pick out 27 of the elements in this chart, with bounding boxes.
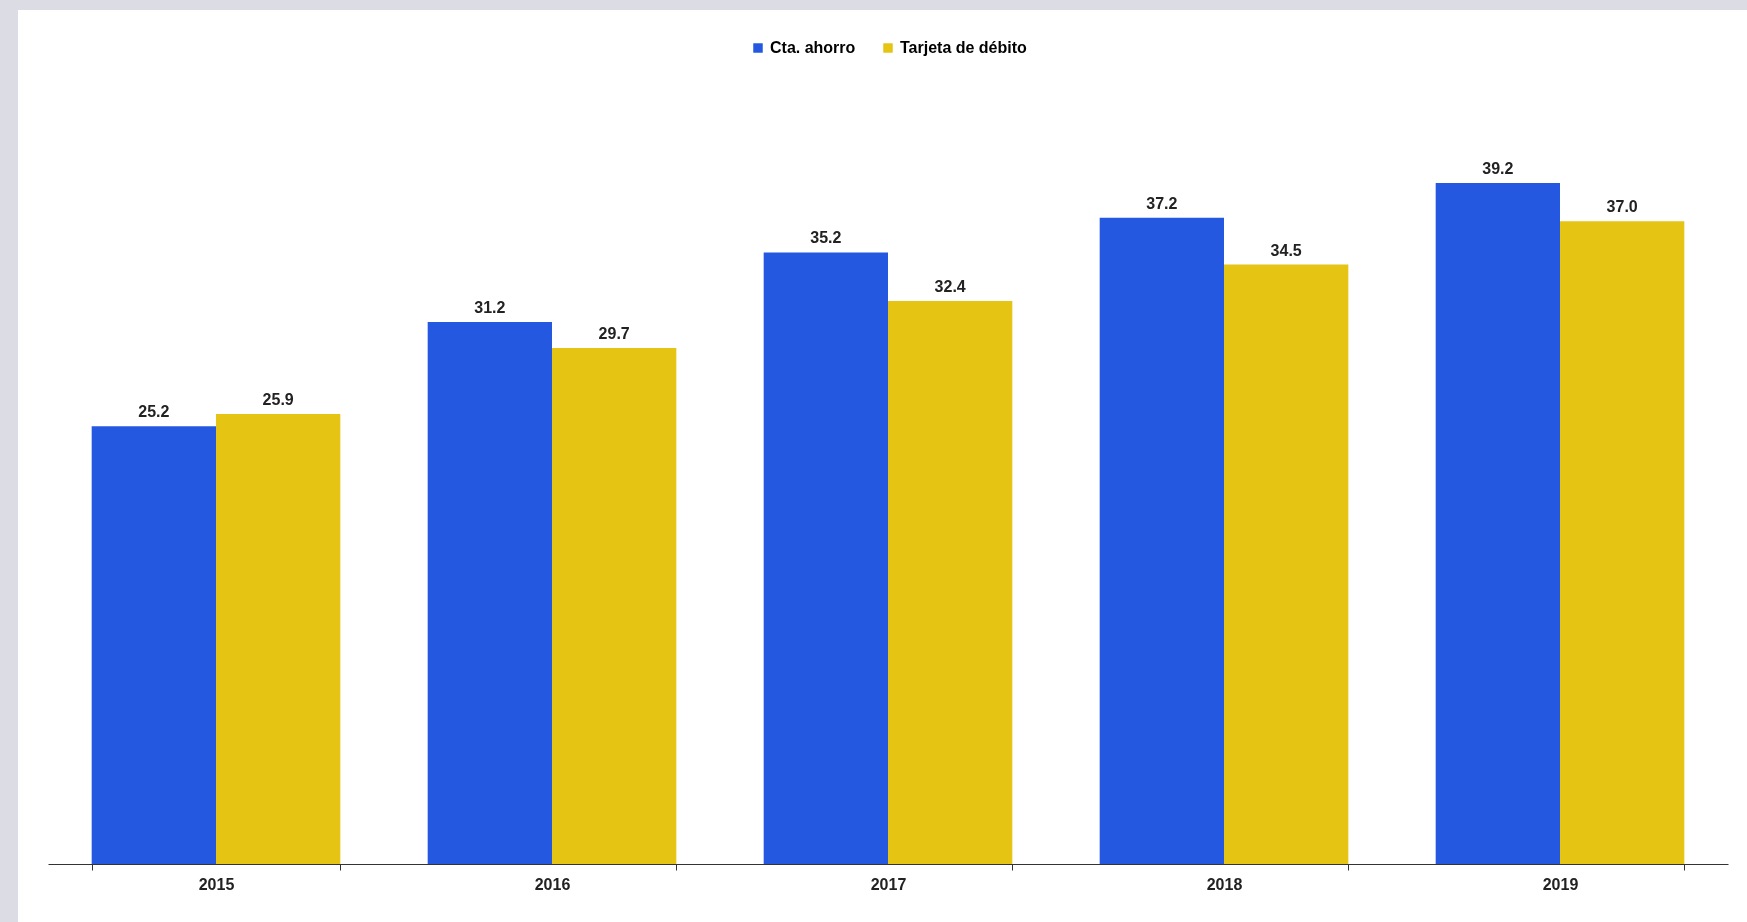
data-label: 25.9 <box>262 391 294 409</box>
x-tick-label: 2017 <box>870 875 907 893</box>
data-label: 34.5 <box>1270 241 1302 259</box>
bar <box>888 301 1013 864</box>
x-tick-label: 2016 <box>534 875 571 893</box>
legend-label: Tarjeta de débito <box>900 39 1028 56</box>
data-label: 32.4 <box>934 278 966 296</box>
x-tick-label: 2015 <box>198 875 235 893</box>
bar <box>1435 182 1560 864</box>
bar <box>216 414 341 864</box>
x-tick-label: 2018 <box>1206 875 1243 893</box>
data-label: 37.0 <box>1606 198 1638 216</box>
data-label: 29.7 <box>598 325 630 343</box>
bar <box>1224 264 1349 864</box>
bar <box>91 426 216 864</box>
data-label: 31.2 <box>474 298 506 316</box>
bar <box>1560 221 1685 864</box>
x-tick-label: 2019 <box>1542 875 1579 893</box>
bar <box>763 252 888 864</box>
data-label: 35.2 <box>810 229 842 247</box>
bar <box>427 321 552 864</box>
data-label: 25.2 <box>138 403 170 421</box>
bar <box>552 348 677 864</box>
data-label: 37.2 <box>1146 194 1178 212</box>
data-label: 39.2 <box>1482 159 1514 177</box>
legend-label: Cta. ahorro <box>770 39 856 56</box>
bar <box>1099 217 1224 864</box>
